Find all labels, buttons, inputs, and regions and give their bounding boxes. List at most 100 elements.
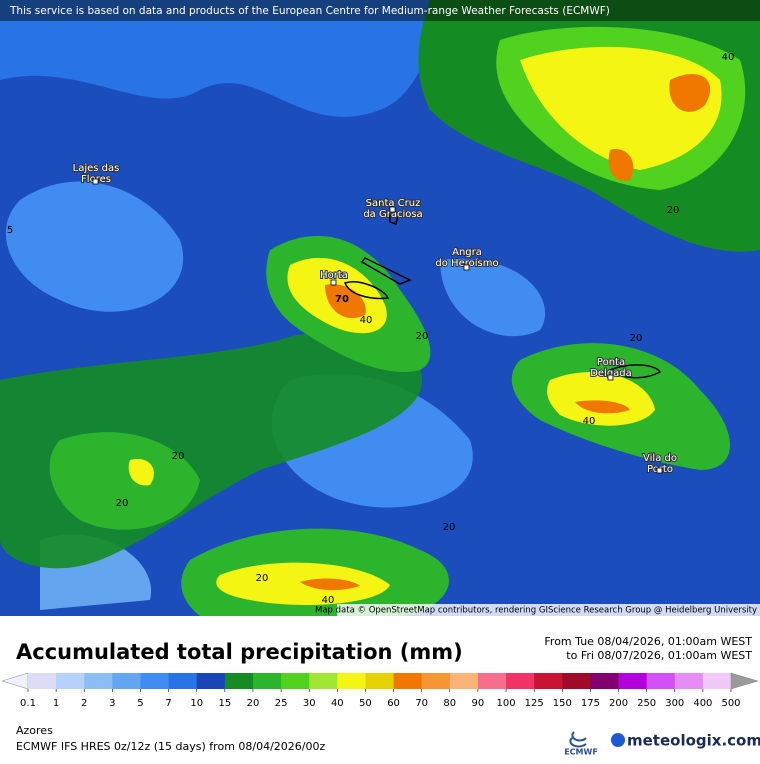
colorbar-tick-label: 80 [443, 698, 456, 709]
orange-area [300, 578, 360, 591]
notice-bar [0, 0, 760, 21]
colorbar-tick-label: 7 [165, 698, 171, 709]
contour-label: 40 [722, 52, 735, 63]
contour-label: 70 [335, 294, 349, 305]
colorbar-tick-label: 60 [387, 698, 400, 709]
colorbar-swatch [590, 673, 620, 689]
period-end: to Fri 08/07/2026, 01:00am WEST [566, 649, 752, 662]
place-label: Santa Cruz [366, 198, 421, 209]
yellow-area [547, 371, 655, 426]
legend-title: Accumulated total precipitation (mm) [16, 640, 463, 664]
place-marker [92, 178, 99, 185]
meteologix-label: meteologix.com [627, 732, 760, 750]
colorbar-swatch [309, 673, 338, 689]
place-label: Horta [320, 270, 348, 281]
colorbar-swatch [365, 673, 395, 689]
colorbar-tick-label: 40 [331, 698, 344, 709]
contour-label: 20 [443, 522, 456, 533]
colorbar-tick-label: 2 [81, 698, 87, 709]
colorbar-arrow-right [730, 672, 759, 690]
colorbar-swatch [534, 673, 563, 689]
contour-label: 40 [322, 595, 335, 606]
yellow-area [128, 459, 154, 486]
orange-area [608, 149, 634, 181]
colorbar-tick-label: 90 [472, 698, 485, 709]
colorbar-swatch [28, 673, 57, 689]
place-marker [389, 206, 396, 213]
place-marker [463, 264, 470, 271]
colorbar-tick-label: 500 [721, 698, 740, 709]
contour-label: 5 [7, 225, 13, 236]
colorbar-swatch [702, 673, 732, 689]
colorbar-tick-label: 250 [637, 698, 656, 709]
colorbar-swatch [56, 673, 85, 689]
orange-area [575, 400, 630, 414]
contour-label: 20 [172, 451, 185, 462]
colorbar-tick-label: 30 [303, 698, 316, 709]
place-marker [607, 374, 614, 381]
colorbar-swatch [140, 673, 170, 689]
blue-area [440, 258, 546, 337]
period-start: From Tue 08/04/2026, 01:00am WEST [544, 635, 752, 648]
map: This service is based on data and produc… [0, 0, 760, 616]
contour-label: 40 [360, 315, 373, 326]
colorbar-tick-label: 200 [609, 698, 628, 709]
colorbar-swatch [252, 673, 282, 689]
place-marker [656, 467, 663, 474]
colorbar-tick-label: 20 [247, 698, 260, 709]
colorbar-swatch [84, 673, 113, 689]
ecmwf-label: ECMWF [564, 748, 598, 757]
place-label: Vila do [643, 453, 677, 464]
contour-label: 40 [583, 416, 596, 427]
colorbar-tick-label: 150 [553, 698, 572, 709]
legend: Accumulated total precipitation (mm) Fro… [1, 635, 759, 709]
colorbar-swatch [674, 673, 704, 689]
notice-text: This service is based on data and produc… [9, 5, 610, 17]
blue-area [5, 181, 184, 312]
model-run: ECMWF IFS HRES 0z/12z (15 days) from 08/… [16, 740, 326, 753]
colorbar-tick-label: 15 [218, 698, 231, 709]
colorbar-swatch [281, 673, 310, 689]
contour-label: 20 [416, 331, 429, 342]
colorbar-tick-label: 3 [109, 698, 115, 709]
colorbar-tick-label: 0.1 [20, 698, 36, 709]
colorbar-tick-label: 300 [665, 698, 684, 709]
meteologix-logo [611, 733, 625, 747]
colorbar-tick-label: 10 [190, 698, 203, 709]
yellow-area [520, 46, 722, 170]
colorbar-tick-label: 70 [415, 698, 428, 709]
colorbar-tick-label: 125 [525, 698, 544, 709]
colorbar-swatch [421, 673, 451, 689]
colorbar-swatch [196, 673, 226, 689]
place-label: Angra [452, 247, 482, 258]
colorbar-swatch [337, 673, 366, 689]
place-label: da Graciosa [363, 209, 422, 220]
place-label: Lajes das [73, 163, 120, 174]
contour-label: 20 [116, 498, 129, 509]
green-area [49, 432, 200, 530]
place-label: Delgada [590, 368, 632, 379]
place-label: do Heroísmo [435, 257, 498, 269]
colorbar-tick-label: 25 [275, 698, 288, 709]
contour-label: 20 [667, 205, 680, 216]
colorbar-swatch [477, 673, 507, 689]
place-marker [330, 279, 337, 286]
colorbar-tick-label: 5 [137, 698, 143, 709]
attribution: Map data © OpenStreetMap contributors, r… [315, 606, 757, 616]
contour-label: 20 [630, 333, 643, 344]
colorbar-tick-label: 50 [359, 698, 372, 709]
colorbar-swatch [393, 673, 423, 689]
attribution-bar [337, 604, 760, 616]
place-label: Ponta [597, 357, 625, 368]
colorbar: 0.1 1 2 3 5 7 10 15 20 25 30 40 50 60 70 80 90 100 125 150 1… [1, 672, 759, 709]
colorbar-swatch [224, 673, 254, 689]
colorbar-tick-label: 1 [53, 698, 59, 709]
colorbar-tick-label: 400 [693, 698, 712, 709]
colorbar-swatch [646, 673, 676, 689]
colorbar-swatch [506, 673, 535, 689]
contour-label: 20 [256, 573, 269, 584]
colorbar-tick-label: 175 [581, 698, 600, 709]
colorbar-swatch [112, 673, 141, 689]
